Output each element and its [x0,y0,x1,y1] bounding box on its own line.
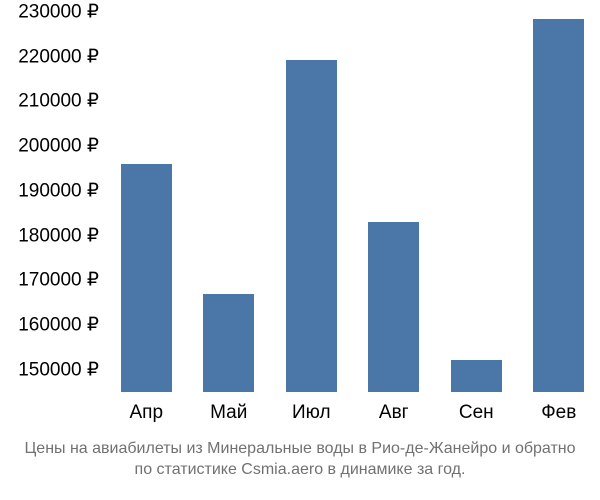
caption-line: Цены на авиабилеты из Минеральные воды в… [0,438,600,459]
bar [451,360,502,392]
bar [121,164,172,392]
x-tick-label: Июл [292,392,331,424]
y-tick-label: 210000 ₽ [18,90,105,113]
y-tick-label: 180000 ₽ [18,224,105,247]
y-tick-label: 220000 ₽ [18,45,105,68]
x-tick-label: Авг [379,392,409,424]
bar [533,19,584,392]
bar [286,60,337,392]
bar [203,294,254,392]
chart-caption: Цены на авиабилеты из Минеральные воды в… [0,438,600,480]
x-tick-label: Май [210,392,247,424]
caption-line: по статистике Csmia.aero в динамике за г… [0,459,600,480]
x-tick-label: Сен [459,392,494,424]
y-tick-label: 200000 ₽ [18,135,105,158]
x-tick-label: Фев [541,392,576,424]
plot-area: 150000 ₽160000 ₽170000 ₽180000 ₽190000 ₽… [105,12,600,392]
x-tick-label: Апр [129,392,163,424]
y-tick-label: 170000 ₽ [18,269,105,292]
y-tick-label: 150000 ₽ [18,358,105,381]
bar [368,222,419,392]
y-tick-label: 230000 ₽ [18,1,105,24]
y-tick-label: 190000 ₽ [18,179,105,202]
price-chart: 150000 ₽ 160000 ₽ 170000 ₽ 180000 ₽ 190000 ₽… [0,0,600,500]
y-tick-label: 160000 ₽ [18,313,105,336]
